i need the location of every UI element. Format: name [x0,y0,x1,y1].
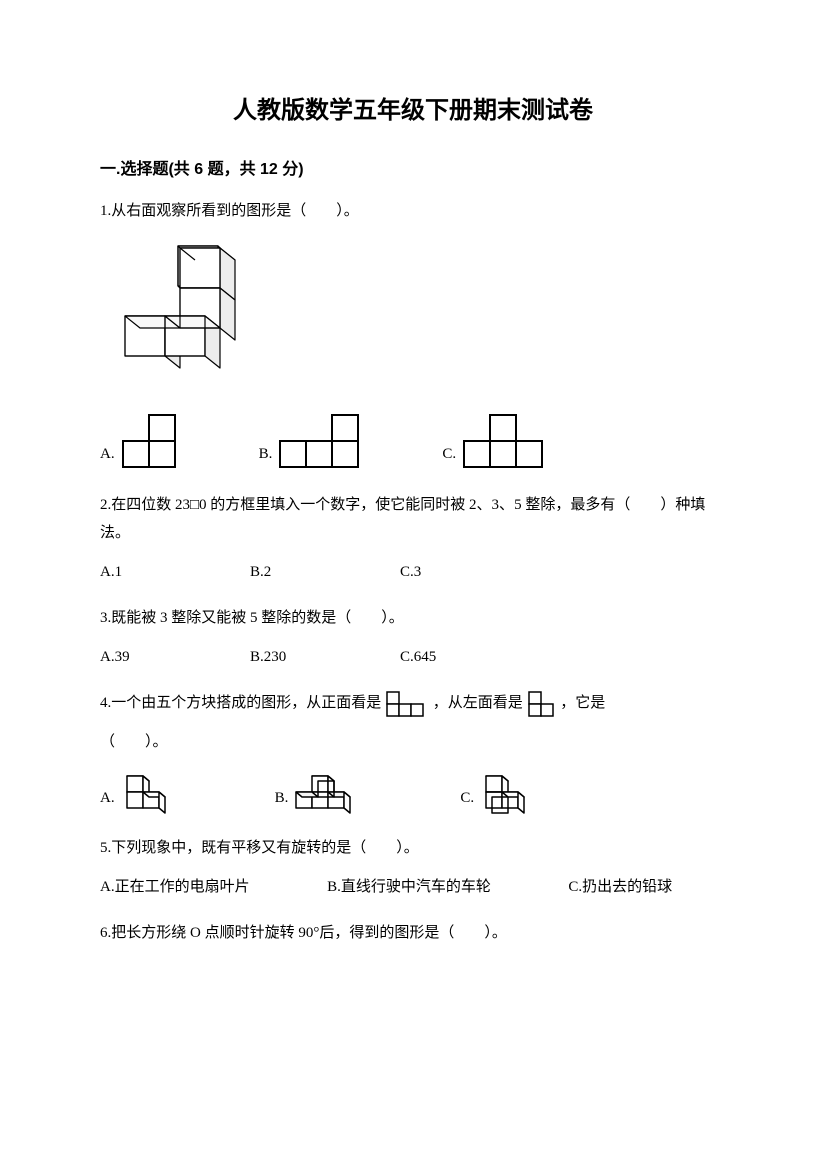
page-title: 人教版数学五年级下册期末测试卷 [100,90,726,125]
option-label: A. [100,784,115,813]
q5-options: A.正在工作的电扇叶片 B.直线行驶中汽车的车轮 C.扔出去的铅球 [100,873,726,902]
section-header: 一.选择题(共 6 题，共 12 分) [100,155,726,179]
q4-fig-b [292,772,360,814]
question-3: 3.既能被 3 整除又能被 5 整除的数是（ ）。 A.39 B.230 C.6… [100,604,726,671]
q5-option-c: C.扔出去的铅球 [568,879,672,895]
q4-front-view-icon [385,690,429,718]
q4-text-after: ，它是 [560,695,605,711]
q3-option-b: B.230 [250,643,400,672]
q1-option-c: C. [442,413,546,471]
question-4: 4.一个由五个方块搭成的图形，从正面看是 ，从左面看是 ，它是 （ ）。 A. [100,689,726,814]
q6-text: 6.把长方形绕 O 点顺时针旋转 90°后，得到的图形是（ ）。 [100,919,726,948]
q1-options: A. B. C. [100,413,726,471]
option-label: A. [100,440,115,469]
q4-text-before: 4.一个由五个方块搭成的图形，从正面看是 [100,695,381,711]
q4-option-b: B. [275,772,361,814]
q5-option-b: B.直线行驶中汽车的车轮 [327,879,491,895]
q2-option-a: A.1 [100,558,250,587]
q5-text: 5.下列现象中，既有平移又有旋转的是（ ）。 [100,834,726,863]
option-label: B. [259,440,273,469]
option-label: C. [460,784,474,813]
q2-option-c: C.3 [400,558,550,587]
question-2: 2.在四位数 23□0 的方框里填入一个数字，使它能同时被 2、3、5 整除，最… [100,491,726,587]
q4-option-a: A. [100,772,175,814]
q4-options: A. B. [100,772,726,814]
question-5: 5.下列现象中，既有平移又有旋转的是（ ）。 A.正在工作的电扇叶片 B.直线行… [100,834,726,901]
q1-option-b: B. [259,413,363,471]
q4-text-mid: ，从左面看是 [433,695,523,711]
q2-text: 2.在四位数 23□0 的方框里填入一个数字，使它能同时被 2、3、5 整除，最… [100,491,726,548]
q1-text: 1.从右面观察所看到的图形是（ ）。 [100,197,726,226]
q1-option-a: A. [100,413,179,471]
q3-text: 3.既能被 3 整除又能被 5 整除的数是（ ）。 [100,604,726,633]
option-label: C. [442,440,456,469]
q4-fig-c [478,772,534,814]
q4-text: 4.一个由五个方块搭成的图形，从正面看是 ，从左面看是 ，它是 [100,689,726,718]
question-6: 6.把长方形绕 O 点顺时针旋转 90°后，得到的图形是（ ）。 [100,919,726,948]
q3-options: A.39 B.230 C.645 [100,643,726,672]
q2-option-b: B.2 [250,558,400,587]
q3-option-c: C.645 [400,643,550,672]
q1-fig-a [119,413,179,471]
question-1: 1.从右面观察所看到的图形是（ ）。 [100,197,726,471]
q4-left-view-icon [527,690,557,718]
q4-option-c: C. [460,772,534,814]
q5-option-a: A.正在工作的电扇叶片 [100,879,250,895]
q1-fig-b [276,413,362,471]
q1-fig-c [460,413,546,471]
q4-fig-a [119,772,175,814]
q2-options: A.1 B.2 C.3 [100,558,726,587]
option-label: B. [275,784,289,813]
q4-text-line2: （ ）。 [100,728,726,757]
q3-option-a: A.39 [100,643,250,672]
q1-main-figure [100,238,726,393]
